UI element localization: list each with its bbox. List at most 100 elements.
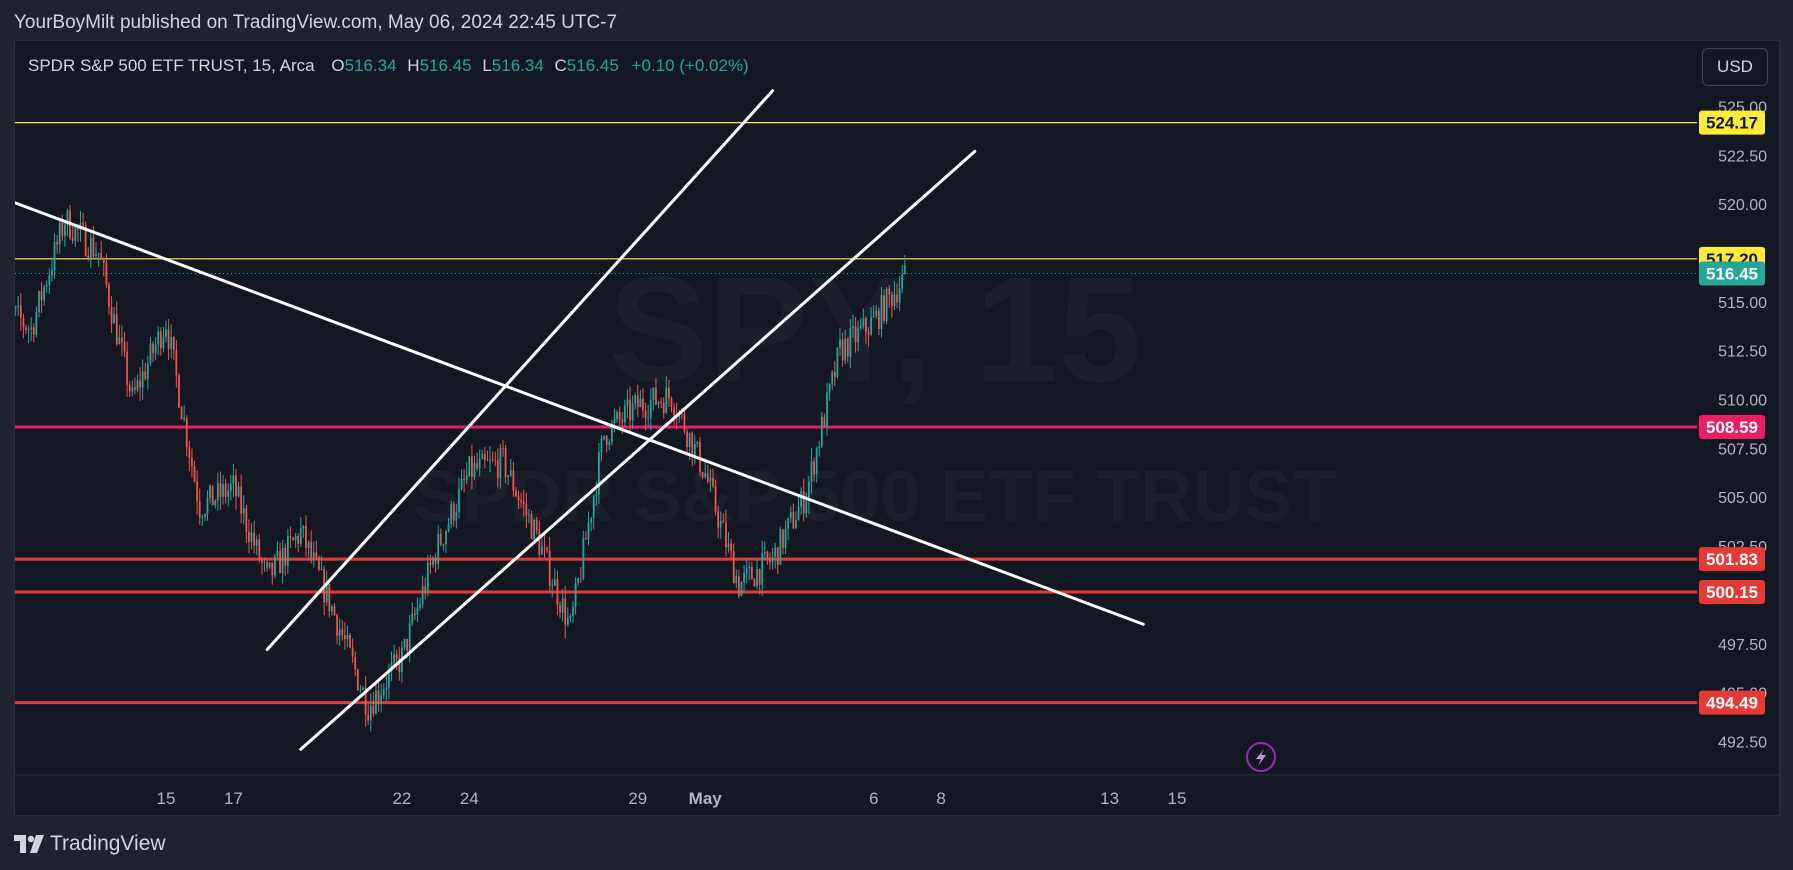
candle-body [636, 395, 639, 408]
candle-body [815, 448, 818, 475]
candle-body [566, 617, 569, 625]
candle-body [465, 475, 468, 481]
candle-body [647, 417, 650, 419]
candle-body [149, 343, 152, 364]
candle-body [136, 380, 139, 390]
candle-body [113, 313, 116, 324]
candle-body [144, 371, 147, 379]
candle-body [354, 656, 357, 670]
candle-body [170, 336, 173, 349]
price-tick-label: 515.00 [1718, 295, 1767, 312]
candle-body [351, 647, 354, 657]
candle-body [525, 503, 528, 515]
candle-body [458, 488, 460, 513]
candle-body [333, 606, 336, 616]
candle-body [673, 406, 675, 416]
candle-body [416, 607, 419, 615]
candle-body [748, 566, 751, 569]
publisher-line: YourBoyMilt published on TradingView.com… [14, 12, 618, 33]
candle-body [66, 210, 69, 226]
candle-body [683, 413, 686, 432]
candle-body [613, 418, 616, 424]
candle-body [222, 484, 224, 497]
candle-body [426, 562, 429, 593]
candle-body [320, 568, 323, 570]
candle-body [714, 485, 717, 512]
candle-body [87, 255, 90, 259]
candle-body [450, 504, 453, 525]
candle-body [486, 459, 489, 461]
candle-body [172, 336, 175, 350]
candle-body [56, 242, 59, 245]
tradingview-brand[interactable]: TradingView [14, 832, 166, 856]
candle-body [898, 288, 901, 303]
candle-body [115, 313, 118, 345]
candle-body [84, 224, 87, 256]
candle-body [38, 291, 40, 313]
candle-body [235, 475, 237, 497]
candle-body [455, 512, 458, 521]
candle-body [478, 459, 481, 469]
legend-close-label: C [554, 56, 567, 75]
candle-body [880, 295, 883, 329]
legend-high-label: H [407, 56, 420, 75]
candle-body [266, 562, 268, 568]
candle-body [406, 639, 408, 651]
candle-body [439, 534, 442, 545]
candle-body [849, 327, 852, 357]
candle-body [377, 690, 380, 702]
price-tick-label: 520.00 [1718, 197, 1767, 214]
candle-body [35, 312, 38, 335]
candle-body [535, 519, 538, 532]
candle-body [191, 457, 193, 467]
ohlc-legend: SPDR S&P 500 ETF TRUST, 15, Arca O516.34… [28, 56, 749, 76]
candle-body [240, 486, 243, 514]
candle-body [292, 538, 294, 541]
lightning-icon[interactable] [1246, 742, 1276, 772]
candle-body [727, 543, 730, 548]
candle-body [587, 522, 590, 540]
candle-body [870, 317, 873, 335]
candle-body [385, 687, 388, 690]
price-tick-label: 505.00 [1718, 490, 1767, 507]
trend-line[interactable] [15, 196, 1145, 626]
candle-body [141, 371, 144, 388]
candle-body [165, 329, 167, 337]
candle-body [725, 522, 727, 548]
candle-body [349, 635, 351, 648]
candle-body [686, 431, 688, 448]
candle-body [302, 526, 305, 529]
candle-body [162, 336, 165, 349]
candle-body [719, 520, 722, 528]
candle-body [152, 343, 154, 354]
candle-body [561, 598, 564, 613]
candle-body [605, 435, 608, 446]
candle-body [854, 326, 857, 343]
chart-frame[interactable]: SPY, 15 SPDR S&P 500 ETF TRUST 525.00 522.5… [14, 40, 1781, 817]
candle-body [64, 225, 66, 236]
candle-body [877, 310, 880, 329]
candle-body [517, 496, 520, 501]
candle-body [380, 695, 383, 702]
time-tick-label: 24 [460, 789, 479, 808]
candle-body [289, 536, 292, 539]
candle-body [372, 705, 375, 715]
candle-body [53, 242, 56, 271]
candle-body [642, 398, 644, 411]
level-price-tag: 500.15 [1706, 583, 1758, 602]
candle-body [530, 514, 533, 539]
candle-body [71, 238, 74, 241]
candle-body [774, 547, 777, 557]
candle-body [434, 557, 437, 564]
trend-line[interactable] [265, 89, 775, 652]
candle-body [504, 448, 507, 478]
candle-body [758, 569, 761, 585]
candle-body [470, 456, 473, 478]
candle-body [356, 669, 359, 690]
candle-body [188, 447, 191, 458]
candle-body [862, 318, 865, 327]
trend-line[interactable] [299, 149, 977, 751]
candle-body [592, 496, 595, 519]
currency-button[interactable]: USD [1702, 48, 1768, 86]
